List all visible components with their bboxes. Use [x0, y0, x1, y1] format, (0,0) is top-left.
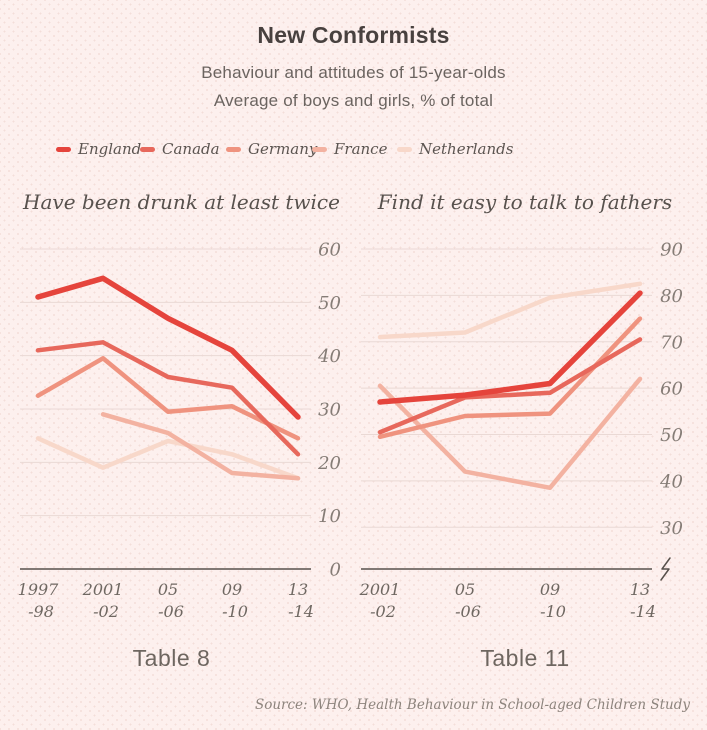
- x-tick-label-1997: 1997 -98: [18, 580, 60, 621]
- x-tick-label-05: 05 -06: [158, 580, 184, 621]
- x-tick-label-09: 09 -10: [222, 580, 248, 621]
- y-tick-label-90: 90: [660, 241, 683, 261]
- header: New Conformists Behaviour and attitudes …: [0, 0, 707, 115]
- legend: England Canada Germany France Netherlands: [56, 139, 707, 159]
- page-title: New Conformists: [257, 22, 450, 48]
- x-tick-label-09: 09 -10: [540, 580, 566, 621]
- x-tick-label-2001: 2001 -02: [359, 580, 401, 621]
- legend-item-germany: Germany: [226, 140, 317, 158]
- y-tick-label-30: 30: [660, 518, 683, 539]
- footer: Source: WHO, Health Behaviour in School-…: [0, 697, 707, 713]
- chart-drunk-at-least-twice: Have been drunk at least twice 0 10 20 30 40…: [0, 189, 355, 673]
- series-line-france: [100, 412, 301, 481]
- y-tick-label-50: 50: [318, 293, 341, 314]
- legend-label: Germany: [248, 140, 318, 158]
- x-tick-label-05: 05 -06: [455, 580, 481, 621]
- infographic: New Conformists Behaviour and attitudes …: [0, 0, 707, 713]
- y-tick-label-40: 40: [317, 346, 341, 367]
- x-tick-label-13: 13 -14: [288, 580, 314, 621]
- legend-swatch-england: [56, 146, 71, 152]
- y-tick-label-60: 60: [660, 379, 683, 400]
- y-tick-label-60: 60: [318, 241, 341, 261]
- legend-item-netherlands: Netherlands: [397, 140, 513, 158]
- subtitle-line-2: Average of boys and girls, % of total: [213, 91, 494, 110]
- legend-item-canada: Canada: [140, 140, 226, 158]
- legend-swatch-netherlands: [397, 146, 412, 152]
- charts-row: Have been drunk at least twice 0 10 20 30 40…: [0, 189, 707, 673]
- legend-item-france: France: [312, 140, 397, 158]
- legend-swatch-canada: [140, 146, 155, 152]
- chart-title-fathers: Find it easy to talk to fathers: [377, 190, 673, 214]
- legend-label: France: [334, 140, 388, 158]
- series-line-england: [35, 275, 301, 420]
- table-caption-11: Table 11: [480, 645, 570, 671]
- y-tick-label-40: 40: [659, 471, 683, 492]
- chart-title-drunk: Have been drunk at least twice: [23, 190, 340, 214]
- line-plot-drunk: 0 10 20 30 40 50 60 1997 -98 2001 -02 05 -06 09 -10 13-…: [18, 241, 341, 621]
- legend-label: Netherlands: [419, 140, 514, 158]
- y-tick-label-10: 10: [318, 506, 341, 527]
- series-line-netherlands: [35, 436, 301, 481]
- series-line-netherlands: [377, 281, 643, 340]
- table-caption-8: Table 8: [132, 645, 211, 671]
- legend-label: Canada: [162, 140, 220, 158]
- line-plot-fathers: 30 40 50 60 70 80 90 2001 -02 05 -06 09 -10 13 -14: [359, 241, 683, 621]
- y-tick-label-50: 50: [660, 425, 683, 446]
- x-tick-label-13: 13 -14: [630, 580, 656, 621]
- chart-talk-to-fathers: Find it easy to talk to fathers 30 40 50 60…: [355, 189, 707, 673]
- legend-label: England: [78, 140, 142, 158]
- series-line-canada: [377, 337, 643, 435]
- legend-item-england: England: [56, 140, 142, 158]
- x-tick-label-2001: 2001 -02: [82, 580, 124, 621]
- series-line-canada: [35, 340, 301, 457]
- subtitle-line-1: Behaviour and attitudes of 15-year-olds: [201, 63, 506, 82]
- series-line-england: [377, 290, 643, 405]
- legend-swatch-germany: [226, 146, 241, 152]
- y-tick-label-80: 80: [660, 286, 683, 307]
- axis-break-icon: [660, 557, 671, 581]
- series-line-germany: [35, 356, 301, 441]
- y-tick-label-20: 20: [317, 453, 341, 474]
- legend-swatch-france: [312, 146, 327, 152]
- source-note: Source: WHO, Health Behaviour in School-…: [254, 697, 690, 713]
- y-tick-label-30: 30: [318, 400, 341, 421]
- y-tick-label-0: 0: [330, 560, 341, 581]
- y-tick-label-70: 70: [660, 332, 683, 353]
